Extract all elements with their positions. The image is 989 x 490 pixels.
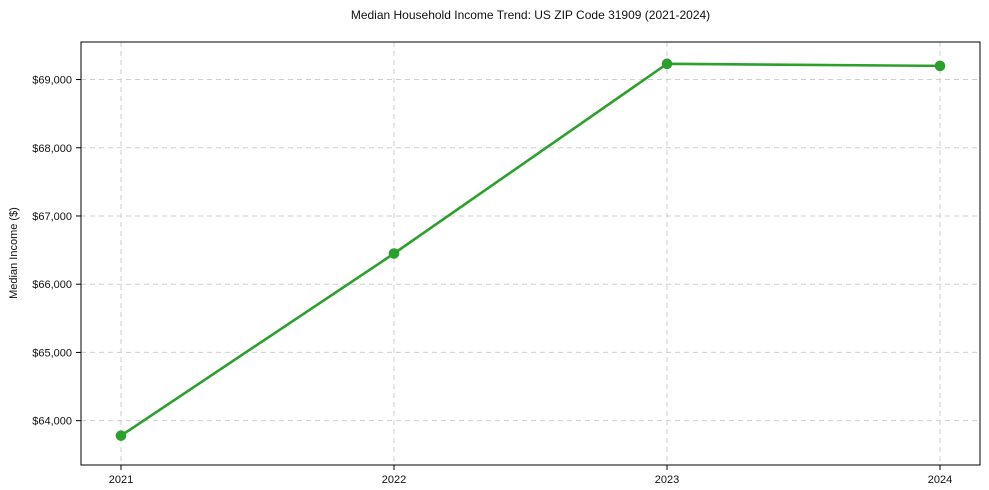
chart-title: Median Household Income Trend: US ZIP Co… <box>350 8 711 22</box>
y-tick-label: $67,000 <box>32 211 72 223</box>
data-point-2024 <box>934 60 946 72</box>
y-tick-label: $68,000 <box>32 143 72 155</box>
x-tick-label: 2022 <box>382 474 406 486</box>
data-point-2022 <box>388 248 400 259</box>
x-tick-label: 2023 <box>655 474 679 486</box>
axes-spines <box>80 41 981 466</box>
y-tick-label: $69,000 <box>32 75 72 87</box>
data-point-2023 <box>661 58 673 70</box>
data-point-2021 <box>115 430 127 441</box>
x-tick-label: 2021 <box>109 474 133 486</box>
y-tick-label: $66,000 <box>32 279 72 291</box>
y-tick-label: $64,000 <box>32 416 72 428</box>
x-tick-label: 2024 <box>928 474 952 486</box>
income-trend-line <box>119 62 942 437</box>
y-tick-label: $65,000 <box>32 347 72 359</box>
